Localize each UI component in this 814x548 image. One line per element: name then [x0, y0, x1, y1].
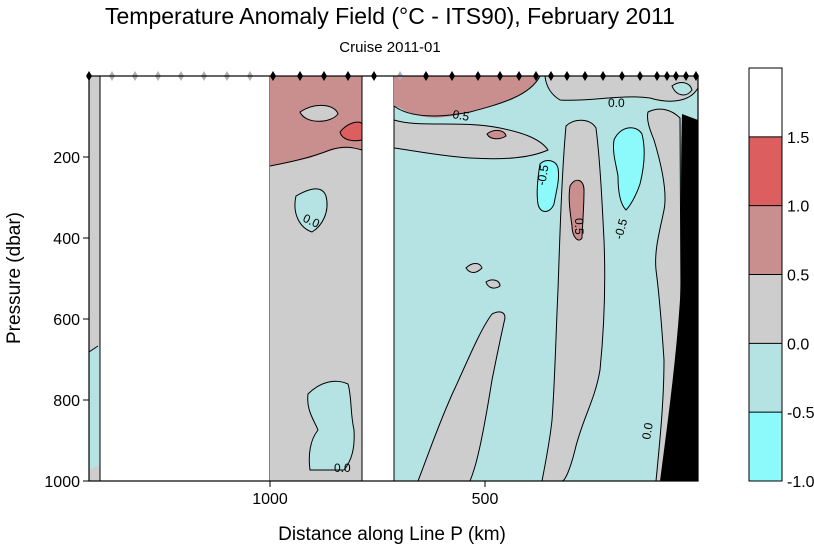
region-right-cyan-top: [671, 82, 693, 96]
contour-label: 0.0: [639, 421, 656, 440]
contour-label: -0.5: [611, 217, 630, 241]
x-tick-label: 1000: [252, 491, 288, 508]
colorbar-tick-label: 0.0: [787, 336, 809, 353]
region-middle-cyan-bottom: [307, 380, 355, 471]
colorbar-bin: [749, 343, 782, 413]
region-right-speck-2: [485, 279, 501, 289]
region-middle-cyan-blob: [294, 188, 328, 233]
chart-title: Temperature Anomaly Field (°C - ITS90), …: [105, 3, 675, 29]
region-right-speck-1: [465, 263, 483, 273]
y-tick-label: 600: [53, 312, 80, 329]
colorbar-bin: [749, 68, 782, 137]
region-right-gray-lower: [417, 311, 506, 482]
chart-subtitle: Cruise 2011-01: [339, 39, 440, 56]
y-tick-label: 1000: [44, 474, 80, 491]
colorbar-tick-label: -1.0: [787, 474, 814, 491]
colorbar-tick-label: 0.5: [787, 268, 809, 285]
contour-left: [88, 345, 99, 353]
colorbar-tick-label: -0.5: [787, 405, 814, 422]
region-right-cyan-blob-1: [536, 160, 559, 212]
contour-label: -0.5: [534, 163, 551, 186]
contour-middle-0-5: [269, 146, 363, 167]
bathymetry-wedge: [660, 114, 698, 481]
region-no-data-1: [100, 76, 270, 481]
contour-right-0-5: [393, 75, 541, 117]
contour-label: 0.0: [608, 96, 625, 110]
region-left-strip-cyan: [89, 346, 100, 470]
colorbar-tick-label: 1.5: [787, 130, 809, 147]
contour-label: 0.5: [451, 107, 470, 124]
x-tick-label: 500: [472, 491, 499, 508]
colorbar-tick-label: 1.0: [787, 199, 809, 216]
colorbar-bin: [749, 205, 782, 275]
plot-area: 0.5 0.0 0.0 0.0 -0.5 0.5 -0.5 0.0: [86, 71, 699, 482]
colorbar-bin: [749, 136, 782, 206]
y-tick-label: 400: [53, 231, 80, 248]
y-tick-label: 200: [53, 150, 80, 167]
region-left-strip: [89, 76, 100, 481]
region-right-pink: [394, 76, 540, 118]
contour-label: 0.0: [301, 211, 322, 231]
region-right-gray-band: [393, 119, 549, 160]
y-tick-label: 800: [53, 393, 80, 410]
contour-label: 0.5: [572, 218, 586, 235]
region-middle-gray-hole: [299, 105, 339, 122]
y-axis-label: Pressure (dbar): [4, 212, 25, 344]
region-right-gray-top: [544, 75, 699, 102]
region-right-cyan-blob-2: [613, 127, 645, 211]
x-axis: 1000 500: [252, 481, 498, 508]
y-axis: 200 400 600 800 1000: [44, 150, 89, 491]
colorbar: 1.5 1.0 0.5 0.0 -0.5 -1.0: [748, 67, 814, 491]
x-axis-label: Distance along Line P (km): [278, 524, 506, 545]
region-right-pink-tongue: [568, 179, 585, 241]
colorbar-bin: [749, 274, 782, 344]
region-no-data-2: [362, 76, 394, 481]
contour-label: 0.0: [334, 461, 351, 475]
colorbar-bin: [749, 412, 782, 481]
region-right-pink-dot: [486, 129, 507, 140]
plot-frame: [88, 75, 699, 482]
region-right-gray-diagonal: [541, 119, 606, 482]
